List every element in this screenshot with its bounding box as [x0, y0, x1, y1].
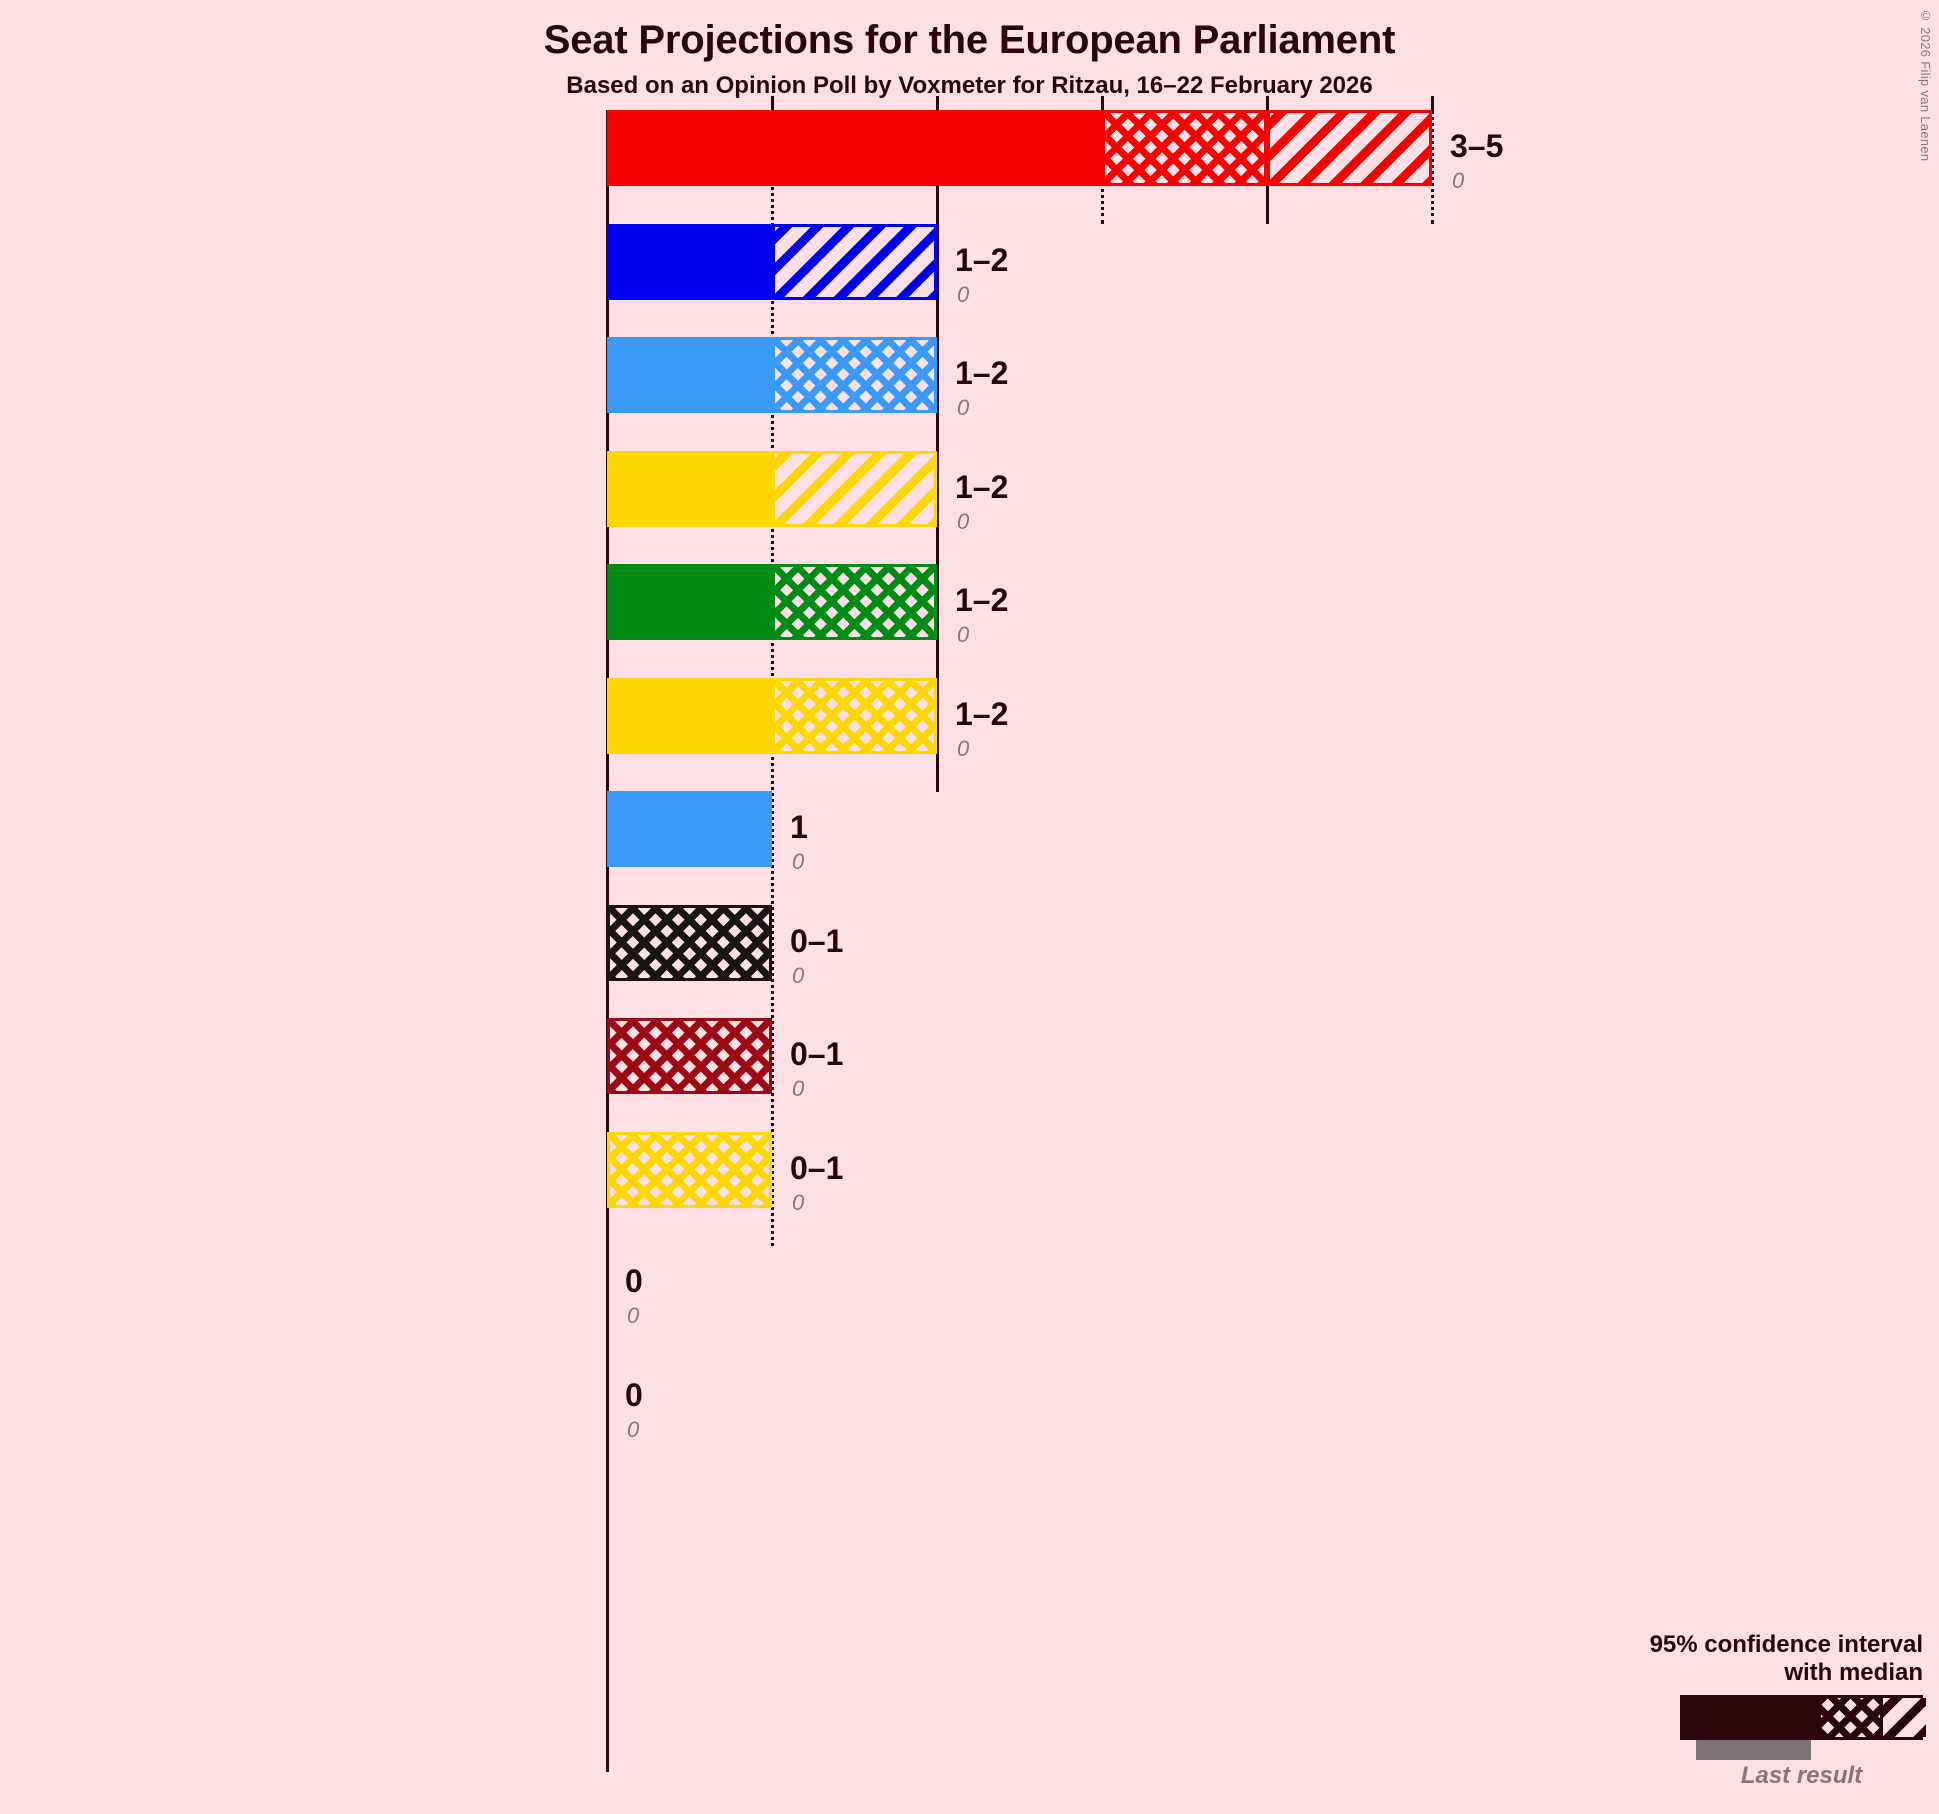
bar-last-result-6: 0 [792, 849, 805, 874]
bar-last-result-5: 0 [957, 735, 970, 761]
bar-1 [607, 223, 937, 300]
bar-6 [607, 791, 772, 867]
legend-caption-line1: 95% confidence interval [1649, 1631, 1923, 1658]
bar-value-4: 1–2 [955, 582, 1009, 618]
bar-value-1: 1–2 [955, 241, 1009, 278]
axis-tick-4 [1266, 96, 1269, 110]
bar-segment-diagonal-0 [1267, 110, 1432, 186]
gridline-2 [936, 110, 939, 792]
bar-value-2: 1–2 [955, 355, 1009, 391]
legend-last-result-label: Last result [1740, 1762, 1863, 1789]
gridline-5 [1431, 110, 1434, 224]
bar-last-result-8: 0 [792, 1076, 805, 1101]
bar-last-result-9: 0 [792, 1189, 805, 1215]
axis-tick-1 [771, 96, 774, 110]
bar-0 [607, 110, 1432, 186]
bar-last-result-4: 0 [957, 622, 970, 647]
bar-segment-crosshatch-9 [607, 1131, 772, 1208]
legend-segment-crosshatch [1818, 1698, 1880, 1737]
bar-segment-crosshatch-8 [607, 1018, 772, 1094]
bar-7 [607, 904, 772, 981]
bar-value-10: 0 [625, 1263, 643, 1299]
bar-value-11: 0 [625, 1376, 643, 1413]
bar-segment-solid-5 [607, 677, 772, 754]
legend-sample-bar [1680, 1695, 1926, 1740]
copyright-notice: © 2026 Filip van Laenen [1918, 8, 1933, 162]
bar-value-3: 1–2 [955, 468, 1009, 505]
bar-value-7: 0–1 [790, 922, 844, 959]
bar-last-result-7: 0 [792, 962, 805, 988]
bar-segment-solid-0 [607, 110, 1102, 186]
bar-8 [607, 1018, 772, 1094]
bar-4 [607, 564, 937, 640]
bar-9 [607, 1131, 772, 1208]
axis-tick-3 [1101, 96, 1104, 110]
bar-5 [607, 677, 937, 754]
bar-value-8: 0–1 [790, 1036, 844, 1072]
bar-last-result-11: 0 [627, 1416, 640, 1442]
page-title: Seat Projections for the European Parlia… [543, 18, 1396, 62]
bar-segment-solid-4 [607, 564, 772, 640]
bar-last-result-10: 0 [627, 1303, 640, 1328]
bar-segment-crosshatch-7 [607, 904, 772, 981]
bar-last-result-2: 0 [957, 395, 970, 420]
bar-segment-crosshatch-0 [1102, 110, 1267, 186]
axis-tick-5 [1431, 96, 1434, 110]
legend-segment-diagonal [1880, 1698, 1926, 1737]
legend-caption: 95% confidence interval with median [1563, 1631, 1923, 1688]
bar-segment-crosshatch-2 [772, 337, 937, 413]
legend-segment-solid [1683, 1698, 1818, 1737]
bar-3 [607, 450, 937, 527]
bar-segment-crosshatch-5 [772, 677, 937, 754]
bar-last-result-3: 0 [957, 508, 970, 534]
chart-subtitle: Based on an Opinion Poll by Voxmeter for… [566, 72, 1373, 99]
legend-last-result-bar [1696, 1740, 1811, 1760]
bar-segment-diagonal-3 [772, 450, 937, 527]
bar-value-0: 3–5 [1450, 128, 1504, 164]
legend-caption-line2: with median [1784, 1659, 1923, 1687]
bar-2 [607, 337, 937, 413]
bar-value-9: 0–1 [790, 1149, 844, 1186]
bar-segment-diagonal-1 [772, 223, 937, 300]
bar-segment-solid-3 [607, 450, 772, 527]
bar-last-result-1: 0 [957, 281, 970, 307]
bar-last-result-0: 0 [1452, 168, 1465, 193]
bar-value-5: 1–2 [955, 695, 1009, 732]
bar-segment-solid-6 [607, 791, 772, 867]
bar-value-6: 1 [790, 809, 808, 845]
bar-segment-solid-1 [607, 223, 772, 300]
bar-segment-solid-2 [607, 337, 772, 413]
axis-tick-2 [936, 96, 939, 110]
bar-segment-crosshatch-4 [772, 564, 937, 640]
